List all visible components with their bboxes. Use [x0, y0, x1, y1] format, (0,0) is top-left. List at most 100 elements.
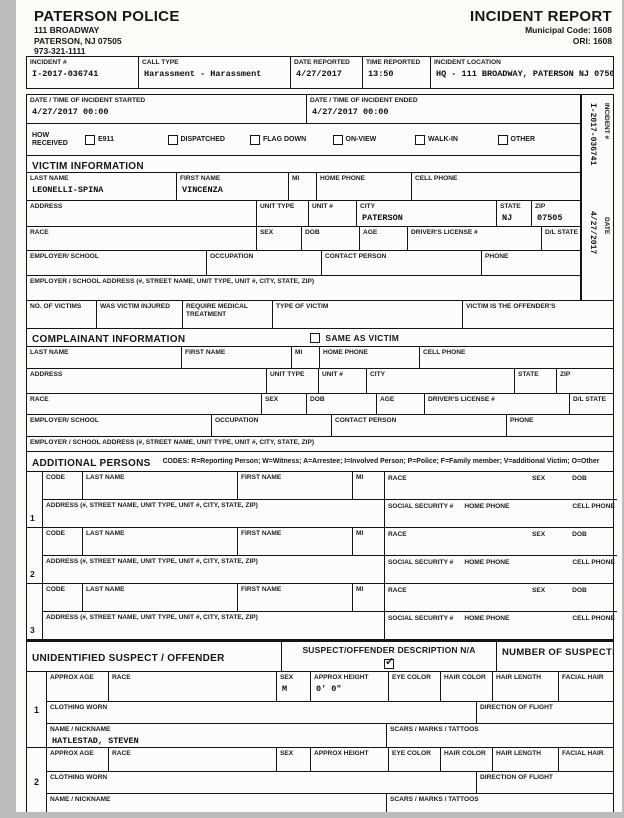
- victim-city-value: PATERSON: [362, 213, 403, 223]
- victim-is-offenders-field: VICTIM IS THE OFFENDER'S: [463, 301, 613, 328]
- person2-ssn-phones-field: SOCIAL SECURITY # HOME PHONE CELL PHONE: [385, 556, 617, 583]
- victim-phone-field: PHONE: [482, 251, 580, 275]
- victim-employer-address-field: EMPLOYER / SCHOOL ADDRESS (#, STREET NAM…: [27, 276, 580, 300]
- eye-color-label: EYE COLOR: [392, 674, 431, 681]
- municipal-code: Municipal Code: 1608: [525, 25, 612, 35]
- e911-checkbox[interactable]: [85, 134, 95, 145]
- employer-school-address-label: EMPLOYER / SCHOOL ADDRESS (#, STREET NAM…: [30, 278, 315, 285]
- suspect-section-title: UNIDENTIFIED SUSPECT / OFFENDER: [32, 652, 225, 664]
- call-type-label: CALL TYPE: [142, 59, 179, 66]
- mi-label: MI: [356, 530, 364, 537]
- person1-ssn-phones-field: SOCIAL SECURITY # HOME PHONE CELL PHONE: [385, 500, 617, 527]
- main-form-grid: DATE / TIME OF INCIDENT STARTED 4/27/201…: [26, 94, 581, 301]
- hair-color-label: HAIR COLOR: [444, 750, 486, 757]
- age-label: AGE: [380, 396, 395, 403]
- additional-persons-section: ADDITIONAL PERSONS CODES: R=Reporting Pe…: [26, 451, 617, 640]
- complainant-section: COMPLAINANT INFORMATION SAME AS VICTIM L…: [26, 328, 614, 452]
- first-name-label: FIRST NAME: [241, 586, 282, 593]
- zip-label: ZIP: [560, 371, 571, 378]
- date-reported-label: DATE REPORTED: [294, 59, 350, 66]
- person1-code-field: CODE: [43, 472, 83, 499]
- sidebar-date-label: DATE: [603, 217, 610, 235]
- suspect2-flight-field: DIRECTION OF FLIGHT: [477, 772, 613, 793]
- scars-label: SCARS / MARKS / TATTOOS: [390, 796, 479, 803]
- city-label: CITY: [360, 203, 376, 210]
- suspect-row-1: 1 APPROX AGE RACE SEX M APPROX HEIGHT 0'…: [27, 672, 613, 748]
- dob-label: DOB: [305, 229, 320, 236]
- home-phone-label: HOME PHONE: [320, 175, 366, 182]
- report-page: PATERSON POLICE 111 BROADWAY PATERSON, N…: [16, 0, 622, 812]
- person2-last-name-field: LAST NAME: [83, 528, 238, 555]
- suspect1-facial-hair-field: FACIAL HAIR: [559, 672, 613, 701]
- home-phone-label: HOME PHONE: [464, 615, 510, 622]
- time-reported-value: 13:50: [368, 69, 394, 79]
- description-na-checkbox[interactable]: ✓: [384, 657, 394, 670]
- on-view-checkbox[interactable]: [332, 134, 343, 145]
- victim-last-name-value: LEONELLI-SPINA: [32, 185, 104, 195]
- cell-phone-label: CELL PHONE: [572, 559, 615, 566]
- e911-label: E911: [98, 136, 114, 143]
- number-of-suspects-label: NUMBER OF SUSPECTS: [502, 647, 613, 658]
- complainant-unit-type-field: UNIT TYPE: [267, 369, 319, 393]
- suspect1-hair-color-field: HAIR COLOR: [441, 672, 493, 701]
- ssn-label: SOCIAL SECURITY #: [388, 615, 454, 622]
- same-as-victim-checkbox[interactable]: [310, 332, 321, 343]
- sex-label: SEX: [260, 229, 274, 236]
- walk-in-checkbox[interactable]: [415, 134, 425, 145]
- person3-last-name-field: LAST NAME: [83, 584, 238, 611]
- suspect1-sex-value: M: [282, 684, 288, 694]
- code-label: CODE: [46, 474, 66, 481]
- sex-label: SEX: [531, 475, 546, 482]
- state-label: STATE: [518, 371, 539, 378]
- suspect2-hair-length-field: HAIR LENGTH: [493, 748, 559, 771]
- victim-section-title: VICTIM INFORMATION: [32, 161, 144, 172]
- other-checkbox[interactable]: [497, 134, 508, 145]
- unit-type-label: UNIT TYPE: [270, 371, 305, 378]
- vertical-sidebar: INCIDENT # I-2017-036741 DATE 4/27/2017: [581, 94, 614, 301]
- flag-down-checkbox[interactable]: [250, 134, 260, 145]
- address-label: ADDRESS: [30, 203, 63, 210]
- description-na-label: SUSPECT/OFFENDER DESCRIPTION N/A: [302, 645, 476, 655]
- agency-phone: 973-321-1111: [34, 46, 86, 56]
- date-reported-value: 4/27/2017: [296, 69, 342, 79]
- race-label: RACE: [30, 229, 49, 236]
- age-label: AGE: [363, 229, 378, 236]
- how-received-option-walkin: WALK-IN: [415, 134, 498, 145]
- hair-length-label: HAIR LENGTH: [496, 750, 542, 757]
- facial-hair-label: FACIAL HAIR: [562, 674, 604, 681]
- employer-school-label: EMPLOYER/ SCHOOL: [30, 417, 99, 424]
- suspect2-approx-height-field: APPROX HEIGHT: [311, 748, 389, 771]
- was-victim-injured-field: WAS VICTIM INJURED: [97, 301, 183, 328]
- incident-location-label: INCIDENT LOCATION: [434, 59, 501, 66]
- suspect1-name-value: HATLESTAD, STEVEN: [52, 736, 139, 746]
- approx-age-label: APPROX AGE: [50, 674, 94, 681]
- victim-home-phone-field: HOME PHONE: [317, 173, 412, 200]
- walk-in-label: WALK-IN: [428, 136, 458, 143]
- victim-age-field: AGE: [360, 227, 408, 250]
- victim-mi-field: MI: [289, 173, 317, 200]
- type-of-victim-field: TYPE OF VICTIM: [273, 301, 463, 328]
- how-received-label: HOW RECEIVED: [32, 131, 68, 147]
- person3-ssn-phones-field: SOCIAL SECURITY # HOME PHONE CELL PHONE: [385, 612, 617, 639]
- employer-school-address-label: EMPLOYER / SCHOOL ADDRESS (#, STREET NAM…: [30, 439, 315, 446]
- victim-state-value: NJ: [502, 213, 513, 223]
- dispatched-checkbox[interactable]: [167, 134, 178, 145]
- race-label: RACE: [30, 396, 49, 403]
- victim-dl-state-field: D/L STATE: [542, 227, 580, 250]
- suspect1-eye-color-field: EYE COLOR: [389, 672, 441, 701]
- additional-person-row-1: 1 CODE LAST NAME FIRST NAME MI RACE SEX …: [27, 472, 617, 528]
- complainant-zip-field: ZIP: [557, 369, 613, 393]
- dl-state-label: D/L STATE: [573, 396, 606, 403]
- last-name-label: LAST NAME: [86, 530, 125, 537]
- on-view-label: ON-VIEW: [345, 136, 377, 143]
- incident-location-value: HQ - 111 BROADWAY, PATERSON NJ 07505: [436, 69, 613, 79]
- suspect-row-2: 2 APPROX AGE RACE SEX APPROX HEIGHT EYE …: [27, 748, 613, 812]
- person1-last-name-field: LAST NAME: [83, 472, 238, 499]
- address-label: ADDRESS (#, STREET NAME, UNIT TYPE, UNIT…: [46, 558, 258, 565]
- suspect1-race-field: RACE: [109, 672, 277, 701]
- suspect2-sex-field: SEX: [277, 748, 311, 771]
- suspect1-approx-height-field: APPROX HEIGHT 0' 0": [311, 672, 389, 701]
- unit-num-label: UNIT #: [312, 203, 333, 210]
- mi-label: MI: [295, 349, 303, 356]
- scars-label: SCARS / MARKS / TATTOOS: [390, 726, 479, 733]
